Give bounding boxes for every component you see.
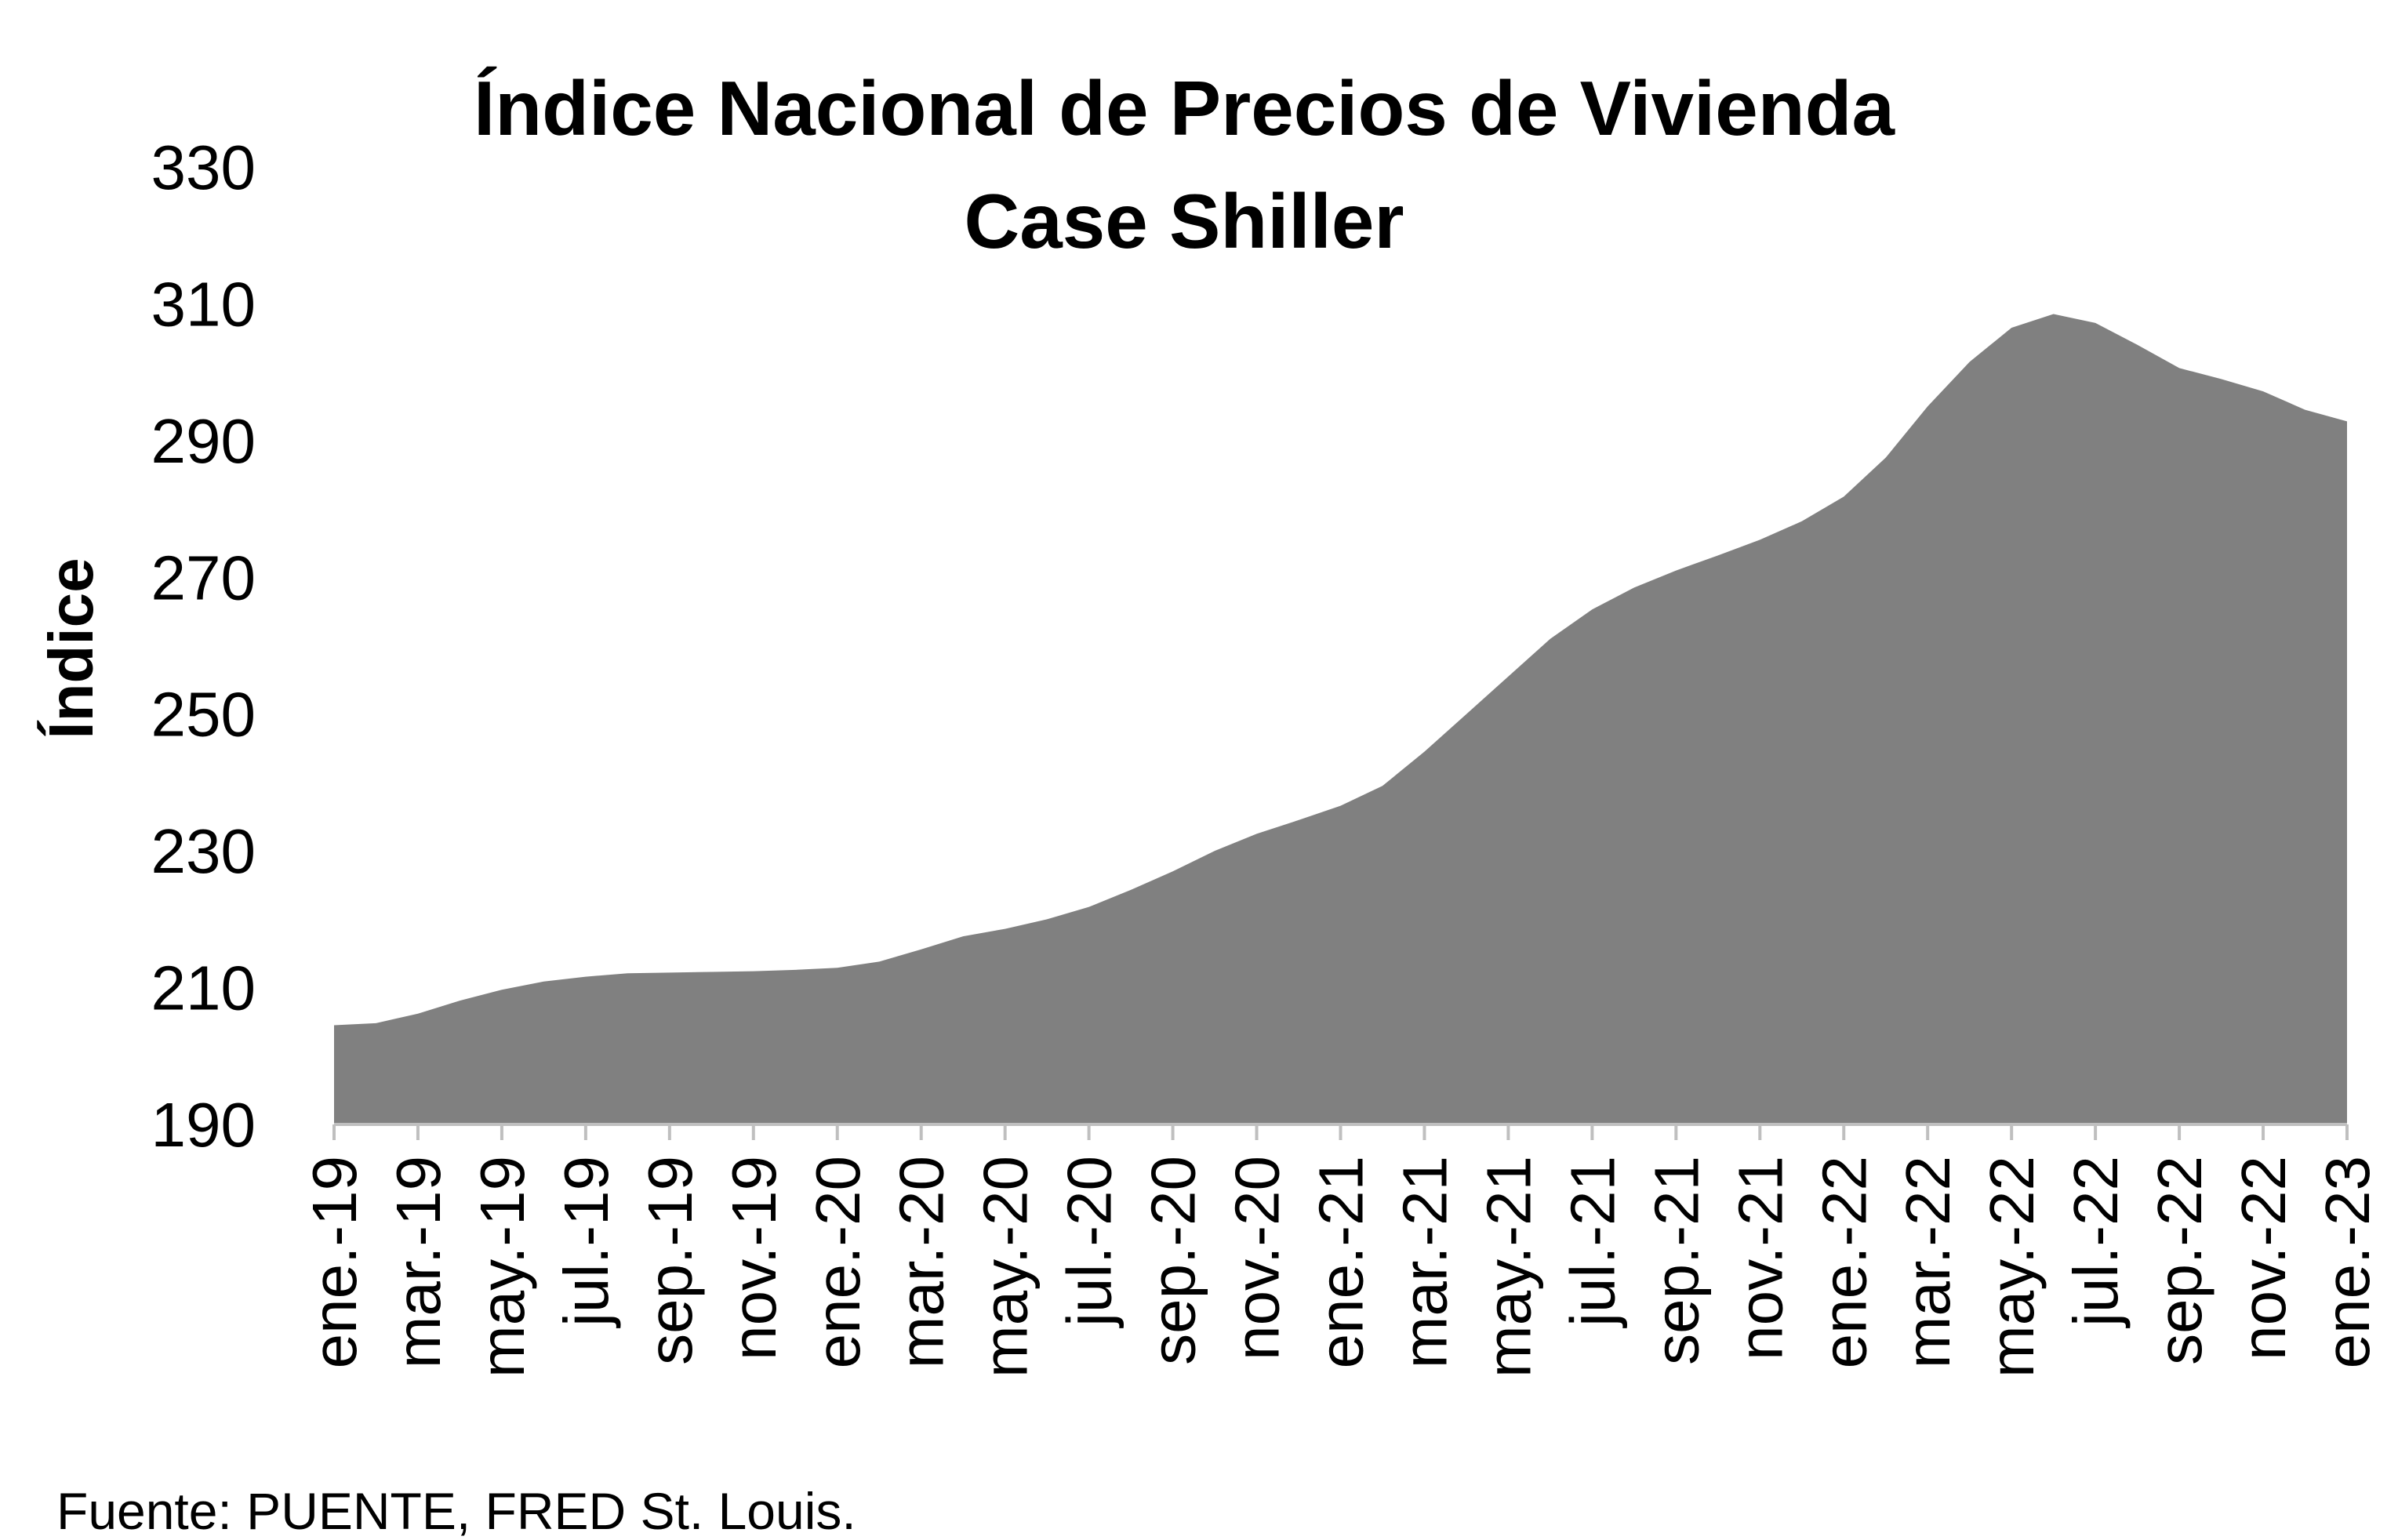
- chart-title: Índice Nacional de Precios de Vivienda: [474, 65, 1895, 151]
- x-tick-label: mar.-20: [887, 1156, 957, 1368]
- y-axis-label: Índice: [36, 558, 106, 739]
- source: Fuente: PUENTE, FRED St. Louis.: [56, 1482, 856, 1540]
- x-tick-label: may.-19: [467, 1156, 537, 1378]
- x-tick-label: jul.-19: [551, 1156, 621, 1328]
- area: [334, 314, 2347, 1124]
- source-label: Fuente:: [56, 1482, 232, 1540]
- x-tick-label: nov.-22: [2229, 1156, 2298, 1360]
- chart-subtitle: Case Shiller: [964, 178, 1404, 264]
- x-tick-label: ene.-19: [300, 1156, 369, 1368]
- x-tick-label: sep.-20: [1139, 1156, 1208, 1365]
- x-tick-label: sep.-19: [635, 1156, 705, 1365]
- x-tick-label: mar.-22: [1893, 1156, 1963, 1368]
- x-tick-label: ene.-22: [1809, 1156, 1879, 1368]
- x-tick-label: jul.-22: [2061, 1156, 2131, 1328]
- y-tick-label: 330: [151, 133, 256, 202]
- y-tick-label: 230: [151, 816, 256, 886]
- x-tick-label: sep.-21: [1641, 1156, 1711, 1365]
- y-tick-label: 310: [151, 269, 256, 339]
- x-tick-label: ene.-23: [2313, 1156, 2382, 1368]
- x-tick-label: mar.-21: [1390, 1156, 1459, 1368]
- y-tick-label: 290: [151, 406, 256, 476]
- y-tick-label: 250: [151, 680, 256, 750]
- y-tick-label: 190: [151, 1090, 256, 1160]
- x-tick-label: may.-22: [1977, 1156, 2047, 1378]
- x-tick-label: jul.-21: [1557, 1156, 1627, 1328]
- x-tick-label: may.-21: [1473, 1156, 1543, 1378]
- x-tick-label: may.-20: [971, 1156, 1041, 1378]
- x-tick-label: mar.-19: [383, 1156, 453, 1368]
- x-tick-label: nov.-20: [1223, 1156, 1292, 1360]
- x-tick-label: ene.-20: [803, 1156, 873, 1368]
- x-tick-label: nov.-19: [719, 1156, 789, 1360]
- x-tick-label: jul.-20: [1055, 1156, 1125, 1328]
- x-tick-label: sep.-22: [2145, 1156, 2215, 1365]
- source-text: PUENTE, FRED St. Louis.: [246, 1482, 856, 1540]
- x-tick-label: nov.-21: [1725, 1156, 1795, 1360]
- y-tick-label: 210: [151, 953, 256, 1023]
- x-tick-label: ene.-21: [1306, 1156, 1376, 1368]
- y-tick-label: 270: [151, 543, 256, 612]
